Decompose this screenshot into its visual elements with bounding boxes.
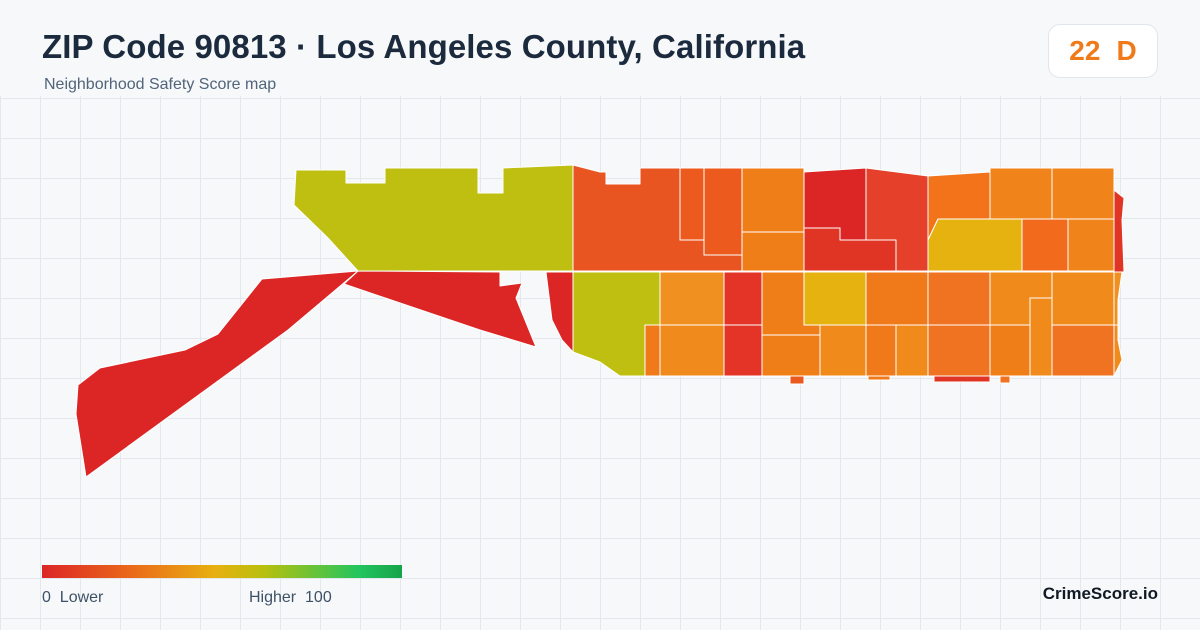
map-tract-s16[interactable] [989,324,1031,377]
map-tract-s11[interactable] [865,324,897,377]
legend-higher-text: Higher [249,589,297,606]
brand-logo-text: CrimeScore.io [1042,584,1158,603]
score-value: 22 [1069,35,1101,66]
map-tract-n12[interactable] [1051,167,1115,220]
score-grade: D [1116,35,1137,66]
map-tract-northwest[interactable] [293,164,574,272]
map-tract-n4[interactable] [741,167,805,233]
map-tract-n5[interactable] [741,231,805,272]
legend-max-value: 100 [305,589,332,606]
map-tract-frag3[interactable] [999,375,1011,384]
map-tract-n13[interactable] [1021,218,1069,272]
map-tract-s19[interactable] [1051,324,1115,377]
map-tract-s12[interactable] [895,324,929,377]
map-tract-s17[interactable] [1029,297,1053,377]
legend-max-label: Higher 100 [249,589,332,607]
legend-lower-text: Lower [59,589,104,606]
map-tract-s5[interactable] [723,324,763,377]
map-tract-s21[interactable] [1113,324,1123,377]
map-tract-s8[interactable] [803,271,867,326]
map-tract-n10[interactable] [927,218,1023,272]
legend-min-label: 0 Lower [42,589,103,607]
map-tract-s14[interactable] [927,324,991,377]
map-tract-n2[interactable] [679,167,705,241]
map-tract-frag4[interactable] [867,375,891,381]
header: ZIP Code 90813 · Los Angeles County, Cal… [0,0,1200,96]
map-tract-s1[interactable] [659,271,725,326]
page-title: ZIP Code 90813 · Los Angeles County, Cal… [42,28,806,65]
legend-min-value: 0 [42,589,51,606]
map-tract-n15[interactable] [1113,189,1125,273]
map-tract-s4[interactable] [723,271,763,326]
map-tract-s7[interactable] [761,334,821,377]
map-tract-s13[interactable] [927,271,991,326]
map-tract-west-strip[interactable] [75,270,359,478]
safety-score-badge: 22 D [1048,24,1158,78]
map-tract-sliver[interactable] [545,271,574,353]
map-tract-frag1[interactable] [789,375,805,385]
map-tract-s2[interactable] [644,324,661,377]
map-tract-n14[interactable] [1067,218,1115,272]
map-tract-s18[interactable] [1051,271,1115,326]
map-tract-frag2[interactable] [933,375,991,383]
page-subtitle: Neighborhood Safety Score map [44,76,277,93]
legend-gradient-bar [42,565,402,578]
map-tract-s10[interactable] [865,271,929,326]
map-tract-n3[interactable] [703,167,743,256]
map-tract-s20[interactable] [1113,271,1123,326]
map-tract-n11[interactable] [989,167,1053,220]
map-tract-wedge[interactable] [343,270,537,348]
map-tract-s9[interactable] [819,324,867,377]
map-tract-s3[interactable] [659,324,725,377]
